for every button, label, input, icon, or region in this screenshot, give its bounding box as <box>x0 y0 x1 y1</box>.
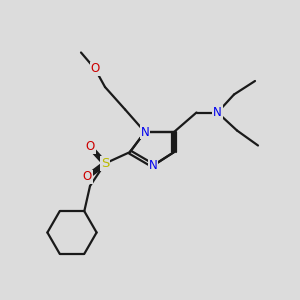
Text: O: O <box>91 62 100 76</box>
Text: N: N <box>213 106 222 119</box>
Text: N: N <box>140 125 149 139</box>
Text: S: S <box>101 157 109 170</box>
Text: N: N <box>148 159 158 172</box>
Text: O: O <box>85 140 94 154</box>
Text: O: O <box>82 170 91 184</box>
